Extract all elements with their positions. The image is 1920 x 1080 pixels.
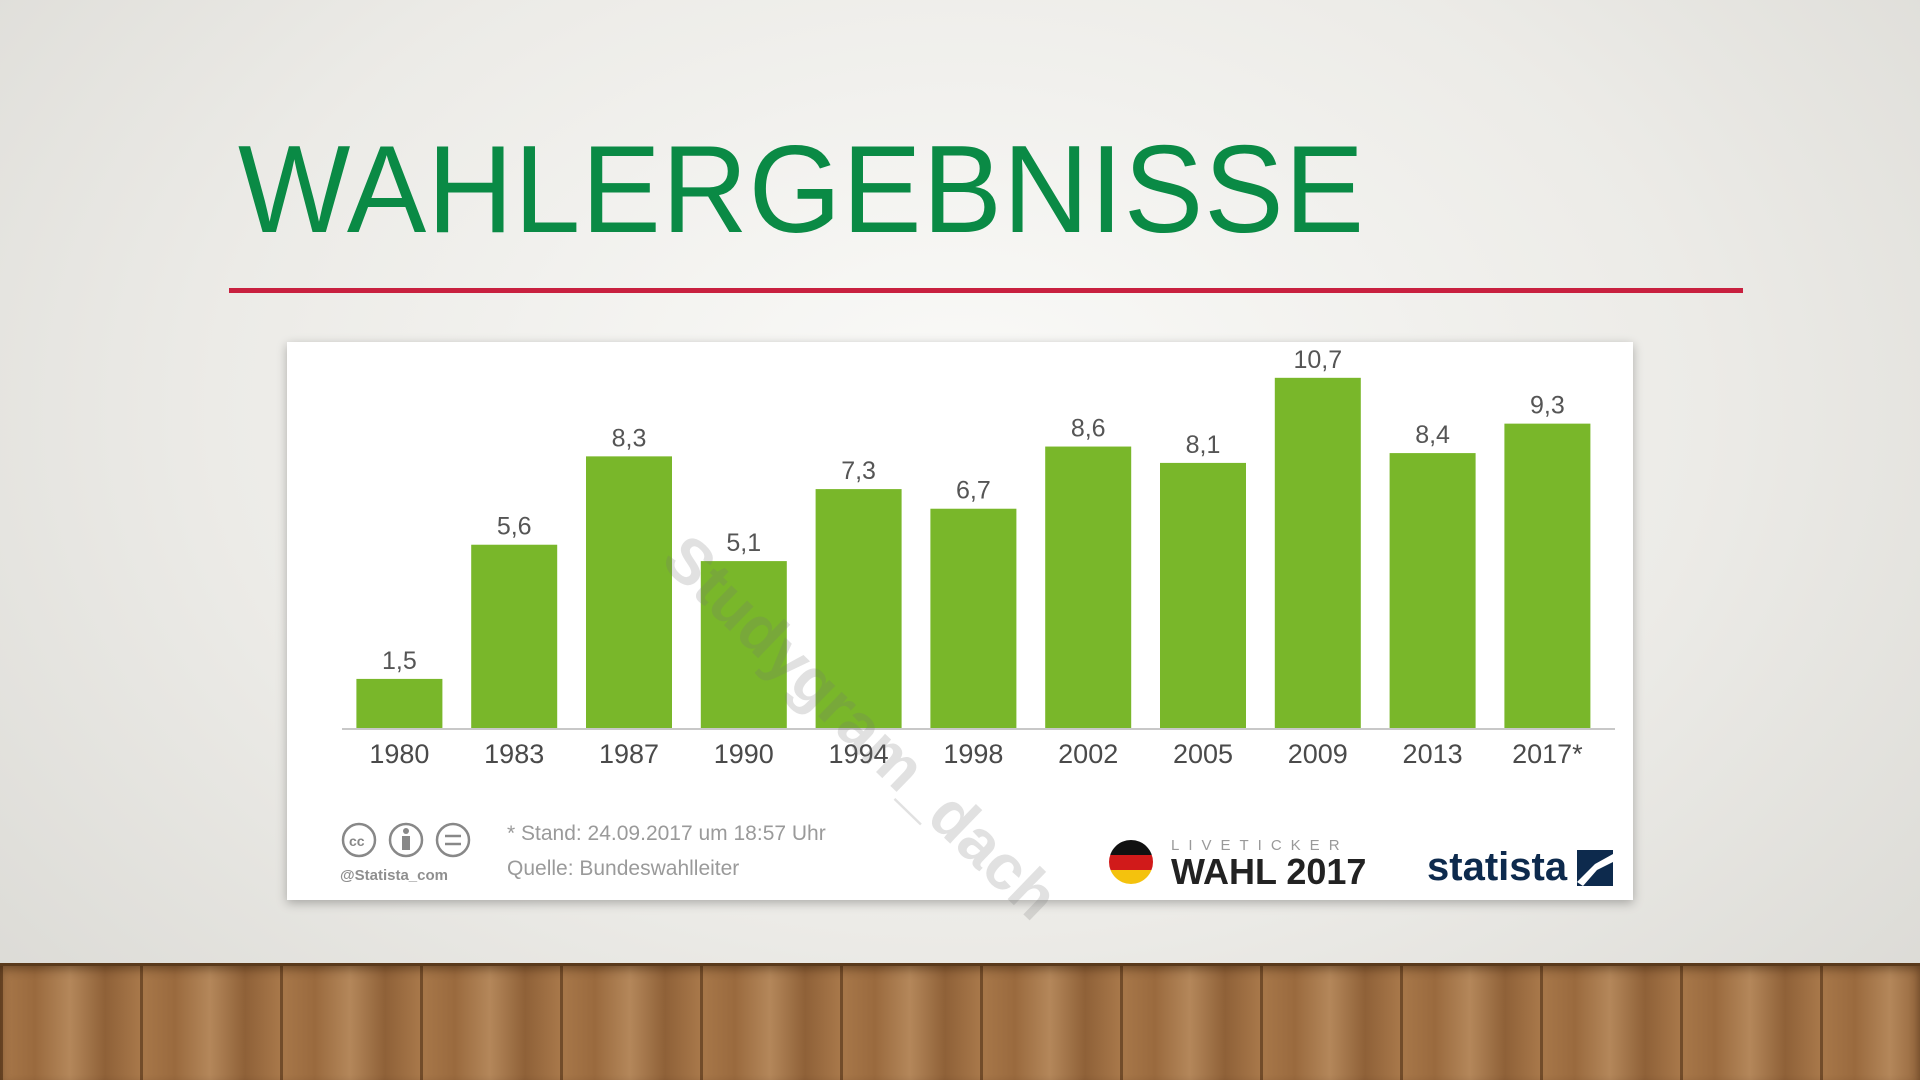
no-derivatives-icon: [435, 822, 471, 858]
bar-2002: [1045, 446, 1132, 728]
value-label-1994: 7,3: [841, 457, 876, 485]
value-label-2009: 10,7: [1293, 346, 1342, 374]
x-tick-2017: 2017*: [1512, 739, 1583, 769]
footnote-source: Quelle: Bundeswahlleiter: [507, 857, 740, 880]
x-tick-1980: 1980: [369, 739, 429, 769]
x-tick-1983: 1983: [484, 739, 544, 769]
bar-chart: 1,5 1980 5,6 1983 8,3 1987 5,1 1990 7,3 1994 6,7 19…: [342, 346, 1615, 769]
value-label-1990: 5,1: [726, 529, 761, 557]
bar-2005: [1160, 462, 1246, 728]
bar-1980: [356, 678, 443, 728]
title-divider: [229, 288, 1743, 293]
value-label-1980: 1,5: [382, 647, 417, 675]
cc-icon: [341, 822, 377, 858]
x-tick-1990: 1990: [714, 739, 774, 769]
value-label-1998: 6,7: [956, 477, 991, 505]
cc-handle: @Statista_com: [340, 867, 448, 884]
value-label-2002: 8,6: [1071, 415, 1106, 443]
x-tick-2009: 2009: [1288, 739, 1348, 769]
statista-icon: [1577, 850, 1613, 886]
wahl-2017-logo: LIVETICKER WAHL 2017: [1107, 832, 1397, 897]
bar-1994: [815, 489, 902, 728]
bar-1983: [471, 544, 558, 728]
value-label-1983: 5,6: [497, 513, 532, 541]
wahl-2017-label: WAHL 2017: [1171, 851, 1366, 892]
cc-license-icons: cc: [341, 820, 477, 865]
x-tick-2002: 2002: [1058, 739, 1118, 769]
bar-2017: [1504, 423, 1591, 728]
german-flag-icon: [1109, 840, 1153, 884]
bar-1998: [930, 508, 1017, 728]
statista-logo: statista: [1427, 840, 1617, 895]
value-label-2017: 9,3: [1530, 392, 1565, 420]
x-tick-1987: 1987: [599, 739, 659, 769]
bar-1990: [700, 561, 787, 728]
footnote-date: * Stand: 24.09.2017 um 18:57 Uhr: [507, 822, 826, 845]
bar-2013: [1389, 453, 1476, 728]
liveticker-label: LIVETICKER: [1171, 837, 1349, 854]
x-tick-2013: 2013: [1403, 739, 1463, 769]
floor-edge: [0, 963, 1920, 966]
value-label-2005: 8,1: [1186, 431, 1221, 459]
value-label-2013: 8,4: [1415, 421, 1450, 449]
wooden-floor: [0, 963, 1920, 1080]
svg-text:cc: cc: [349, 833, 365, 849]
attribution-icon: [388, 822, 424, 858]
statista-wordmark: statista: [1427, 845, 1568, 889]
x-tick-2005: 2005: [1173, 739, 1233, 769]
x-tick-1994: 1994: [829, 739, 889, 769]
bar-2009: [1274, 377, 1361, 728]
x-tick-1998: 1998: [943, 739, 1003, 769]
value-label-1987: 8,3: [612, 424, 647, 452]
slide-title: WAHLERGEBNISSE: [238, 121, 1365, 259]
bar-1987: [586, 456, 672, 728]
chart-card: 1,5 1980 5,6 1983 8,3 1987 5,1 1990 7,3 1994 6,7 19…: [287, 342, 1633, 900]
